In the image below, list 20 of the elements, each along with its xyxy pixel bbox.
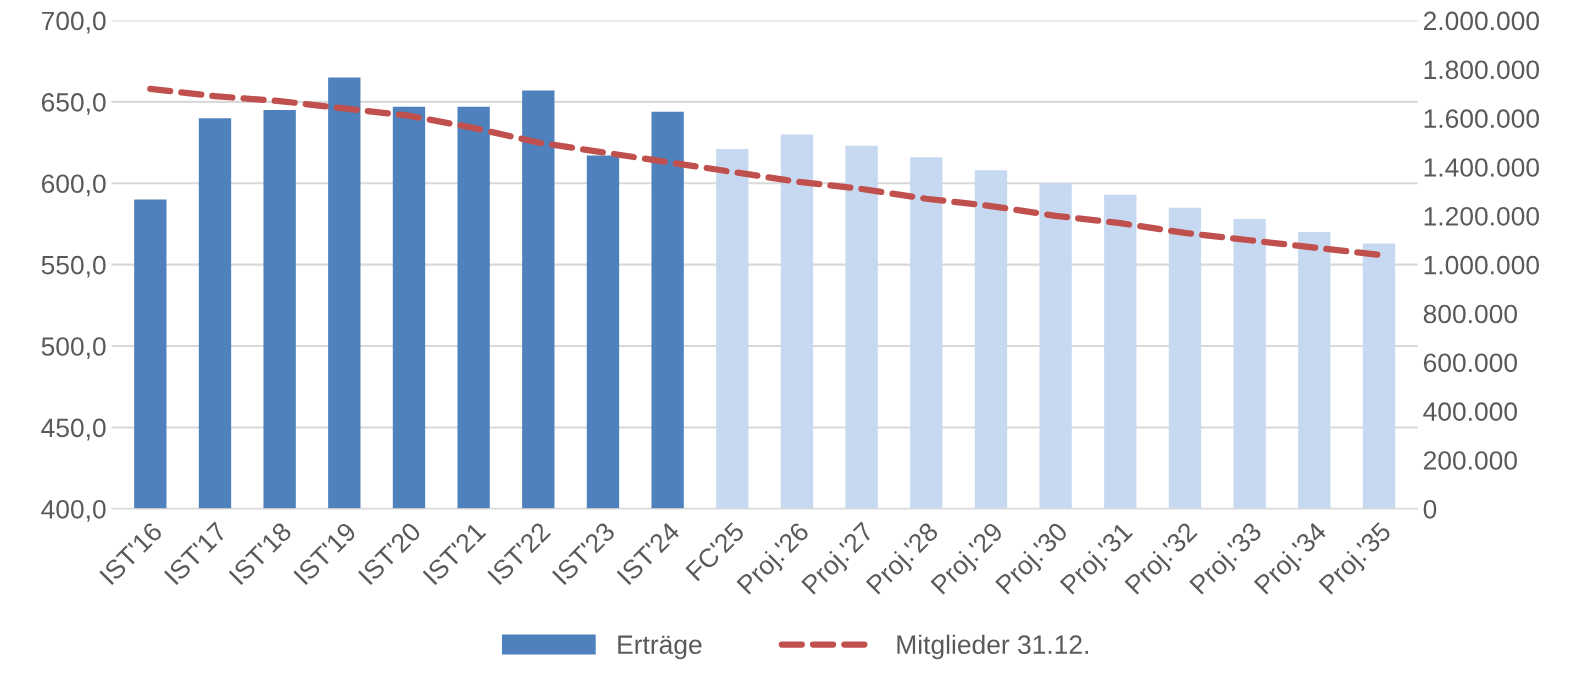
y-tick-label: 550,0 xyxy=(41,255,106,278)
y-tick-label: 650,0 xyxy=(41,93,106,115)
y-tick-label: 450,0 xyxy=(41,418,106,441)
y2-tick-label: 1.600.000 xyxy=(1424,109,1539,128)
y-tick-label: 400,0 xyxy=(41,499,106,522)
y2-tick-label: 200.000 xyxy=(1423,451,1517,470)
y-tick-label: 500,0 xyxy=(41,337,106,359)
y-tick-label: 700,0 xyxy=(41,11,106,34)
y2-tick-label: 600.000 xyxy=(1423,353,1517,373)
y2-tick-label: 1.400.000 xyxy=(1424,158,1539,177)
legend-label: Erträge xyxy=(618,635,702,660)
y2-tick-label: 1.200.000 xyxy=(1424,206,1539,226)
y2-tick-label: 2.000.000 xyxy=(1423,11,1539,31)
y2-tick-label: 800.000 xyxy=(1423,304,1517,324)
y2-tick-label: 0 xyxy=(1423,499,1437,519)
y2-tick-label: 400.000 xyxy=(1423,402,1517,421)
y-tick-label: 600,0 xyxy=(41,174,106,197)
legend-label: Mitglieder 31.12. xyxy=(897,634,1088,660)
y2-tick-label: 1.000.000 xyxy=(1424,255,1539,275)
y2-tick-label: 1.800.000 xyxy=(1424,60,1539,80)
